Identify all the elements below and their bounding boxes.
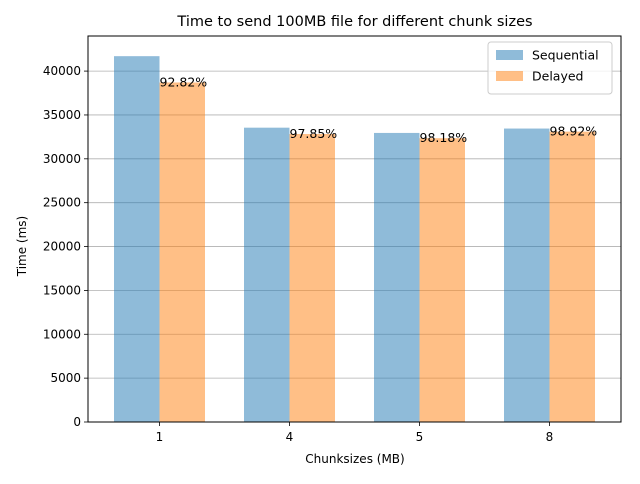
x-tick-label: 4 [286,430,294,444]
bar-sequential-8 [504,128,550,422]
y-tick-label: 10000 [43,327,81,341]
y-tick-label: 30000 [43,152,81,166]
legend-swatch-delayed [496,71,523,81]
x-axis: 1 4 5 8 [156,422,554,444]
x-axis-label: Chunksizes (MB) [305,452,404,466]
bar-delayed-1 [159,82,205,422]
bar-annotations: 92.82% 97.85% 98.18% 98.92% [160,74,598,145]
legend-swatch-sequential [496,50,523,60]
y-axis-label: Time (ms) [15,216,29,278]
bar-annotation: 97.85% [290,126,338,141]
plot-frame [87,35,622,423]
bar-sequential-1 [114,56,160,422]
y-tick-label: 15000 [43,283,81,297]
y-tick-label: 25000 [43,196,81,210]
legend-label-delayed: Delayed [532,69,583,84]
y-tick-label: 35000 [43,108,81,122]
bar-annotation: 98.18% [420,130,468,145]
x-tick-label: 5 [416,430,424,444]
bar-sequential-5 [374,132,420,422]
bars [114,56,595,423]
bar-delayed-8 [549,131,595,422]
bar-delayed-4 [289,133,335,422]
y-tick-label: 20000 [43,240,81,254]
legend-label-sequential: Sequential [532,48,599,63]
y-tick-label: 5000 [50,371,81,385]
bar-annotation: 92.82% [160,74,208,89]
x-tick-label: 1 [156,430,164,444]
bar-sequential-4 [244,127,290,423]
y-tick-label: 0 [73,415,81,429]
legend: Sequential Delayed [487,41,613,95]
bar-annotation: 98.92% [550,124,598,139]
x-tick-label: 8 [546,430,554,444]
y-tick-label: 40000 [43,64,81,78]
bar-delayed-5 [419,138,465,422]
y-axis: 0 5000 10000 15000 20000 25000 30000 35000 40000 [43,64,88,429]
chart-title: Time to send 100MB file for different ch… [176,14,532,30]
